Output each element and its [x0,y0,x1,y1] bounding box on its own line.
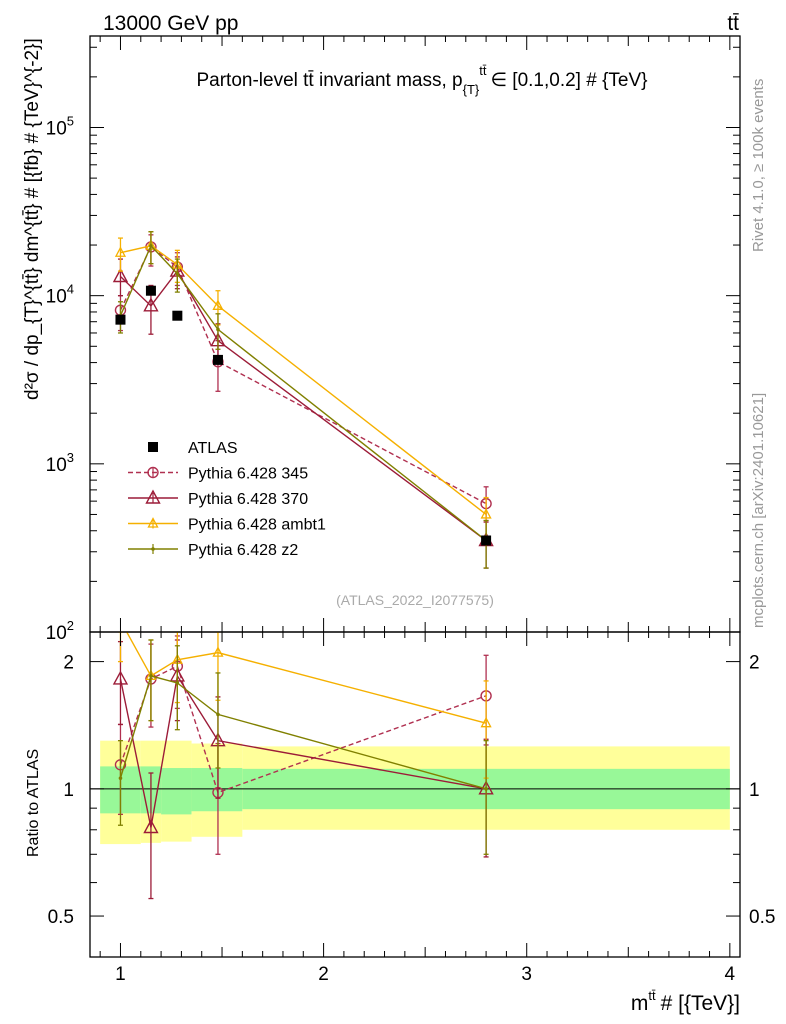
legend-item-p370: Pythia 6.428 370 [128,489,308,508]
legend-p345-marker [147,466,159,479]
ambt1-marker [480,508,492,519]
z2-marker [149,243,153,248]
main-y-tick-label: 104 [46,282,74,308]
legend-label-ambt1: Pythia 6.428 ambt1 [188,517,326,534]
legend-label-z2: Pythia 6.428 z2 [188,542,298,559]
x-tick-label: 3 [521,964,532,985]
atlas-marker [115,314,126,325]
main-y-tick-label-base: 10 [46,455,67,476]
x-axis-label-tail: # [{TeV}] [661,992,740,1015]
rivet-version-label: Rivet 4.1.0, ≥ 100k events [750,79,767,252]
chart-title-main: Parton-level tt̄ invariant mass, p [196,70,462,91]
ratio-y-tick-label-right: 0.5 [749,907,775,928]
chart-title-tail: ∈ [0.1,0.2] # {TeV} [490,70,647,91]
legend-label-p345: Pythia 6.428 345 [188,466,308,483]
analysis-label: (ATLAS_2022_I2077575) [336,592,494,608]
legend: ATLAS Pythia 6.428 345 Pythia 6.428 370 Pyt… [128,440,326,559]
ambt1-marker [212,299,224,310]
legend-item-z2: Pythia 6.428 z2 [128,542,298,559]
main-y-tick-label-base: 10 [46,287,67,308]
chart-title-sup: tt̄ [479,63,487,78]
chart-title: Parton-level tt̄ invariant mass, p{T} tt̄… [196,63,647,97]
atlas-marker [481,535,492,546]
ambt1-marker [114,246,127,257]
z2-marker [175,271,180,276]
ratio-y-tick-label-left: 2 [63,653,74,674]
x-axis-label-main: m [631,992,649,1015]
z2-marker [216,327,220,332]
x-tick-label: 1 [115,964,126,985]
atlas-marker [172,310,183,321]
atlas-marker [145,285,156,296]
ratio-plot-marks [90,632,740,900]
main-y-axis-label: d²σ / dp_{T}^{tt̄} dm^{tt̄} # [{fb} # {T… [22,38,43,400]
p370-marker [143,819,159,834]
legend-label-p370: Pythia 6.428 370 [188,491,308,508]
z2-marker [118,776,123,780]
x-axis-label-sup: tt̄ [648,988,656,1003]
atlas-marker [212,354,223,365]
p345-main-line [119,245,487,505]
ratio-panel: 1 2 3 4 0.5 0.5 1 1 2 2 Ratio to ATLAS [25,631,775,985]
main-plot-marks [112,231,494,569]
p370-marker [112,268,129,283]
legend-z2-marker [151,547,155,551]
chart-title-sub: {T} [463,82,480,97]
ratio-panel-frame [89,631,741,958]
ratio-axes: 1 2 3 4 0.5 0.5 1 1 2 2 [48,632,775,985]
x-axis-label: mtt̄ # [{TeV}] [631,988,740,1015]
ratio-y-tick-label-right: 2 [749,653,760,674]
z2-marker [484,787,488,791]
ratio-y-tick-label-left: 1 [63,780,74,801]
legend-item-p345: Pythia 6.428 345 [128,466,308,483]
p370-marker [112,670,129,685]
mcplots-label: mcplots.cern.ch [arXiv:2401.10621] [750,393,767,628]
ratio-y-tick-label-right: 1 [749,780,760,801]
ratio-y-tick-label-left: 0.5 [48,907,74,928]
main-y-tick-label-exp: 5 [67,113,74,128]
p370-marker [143,297,159,312]
x-tick-label: 2 [318,964,329,985]
legend-label-atlas: ATLAS [188,440,238,457]
header-energy-label: 13000 GeV pp [103,12,238,35]
main-y-tick-label: 105 [46,113,74,139]
legend-item-ambt1: Pythia 6.428 ambt1 [128,517,326,534]
main-y-tick-label: 102 [46,618,74,644]
main-y-tick-label-base: 10 [46,623,67,644]
main-y-tick-label-exp: 2 [67,618,74,633]
z2-marker [175,681,180,685]
ambt1-marker [480,716,492,728]
main-y-tick-label-base: 10 [46,118,67,139]
ambt1-marker [212,646,224,657]
main-y-tick-label-exp: 3 [67,450,74,465]
x-tick-label: 4 [725,964,736,985]
legend-item-atlas: ATLAS [148,440,238,457]
z2-marker [216,712,220,717]
main-y-tick-label: 103 [46,450,74,476]
legend-ambt1-marker [147,517,159,528]
ratio-y-axis-label: Ratio to ATLAS [25,749,42,857]
main-y-tick-label-exp: 4 [67,282,74,297]
legend-p370-marker [145,489,161,504]
legend-atlas-marker [148,442,158,452]
header-process-label: tt̄ [727,12,739,35]
ratio-band-inner [161,768,192,815]
z2-marker [149,674,153,678]
